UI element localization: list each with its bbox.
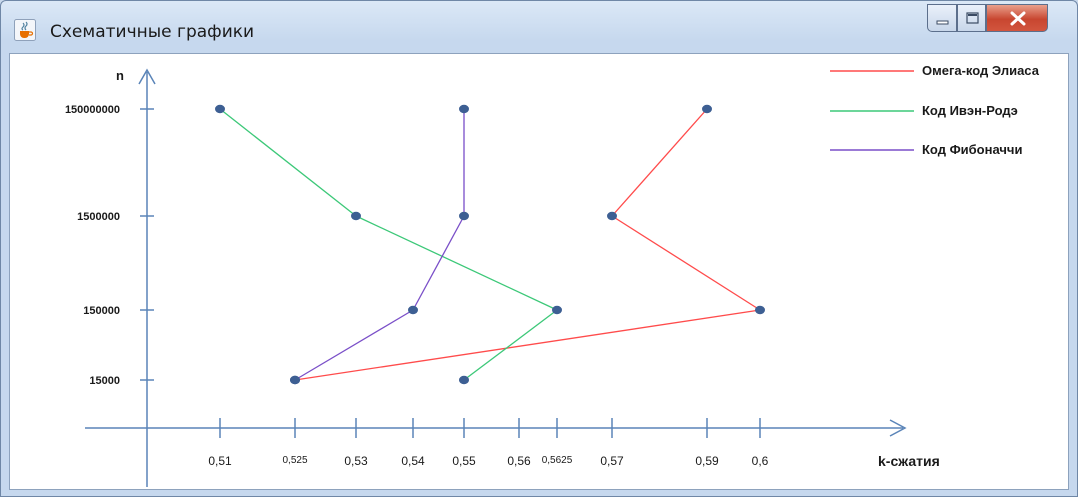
data-point	[459, 211, 469, 221]
x-tick-label: 0,51	[208, 454, 232, 468]
x-tick-label: 0,54	[401, 454, 425, 468]
data-point	[607, 211, 617, 221]
series-segment	[355, 215, 558, 311]
data-point	[215, 104, 225, 114]
series-segment	[611, 215, 761, 311]
data-point	[351, 211, 361, 221]
minimize-button[interactable]	[927, 4, 957, 32]
data-point	[290, 375, 300, 385]
series-segment	[294, 309, 414, 381]
x-axis-arrow	[889, 419, 907, 437]
y-tick-label: 1500000	[77, 211, 120, 223]
series-segment	[219, 108, 357, 217]
chart-canvas: 0,51 0,525 0,53 0,54 0,55 0,56 0,5625 0,57 0,59 0…	[65, 63, 1040, 487]
title-bar[interactable]: Схематичные графики	[1, 1, 1077, 53]
series-segment	[412, 215, 465, 311]
x-tick-label: 0,6	[752, 454, 769, 468]
x-tick-label: 0,5625	[542, 455, 573, 466]
x-tick-label: 0,525	[282, 455, 307, 466]
series-segment	[294, 309, 761, 381]
y-tick-label: 15000	[89, 375, 120, 387]
chart-panel: 0,51 0,525 0,53 0,54 0,55 0,56 0,5625 0,57 0,59 0…	[9, 53, 1069, 490]
series-lines	[219, 108, 761, 381]
legend-label: Код Ивэн-Родэ	[922, 103, 1018, 118]
series-segment	[463, 309, 558, 381]
window-title: Схематичные графики	[50, 22, 255, 42]
close-icon	[1010, 11, 1026, 26]
java-cup-icon	[14, 19, 36, 41]
x-axis-label: k-сжатия	[878, 453, 940, 469]
maximize-icon	[966, 12, 979, 24]
maximize-button[interactable]	[957, 4, 986, 32]
data-point	[702, 104, 712, 114]
series-segment	[611, 108, 708, 217]
y-axis-label: n	[116, 68, 124, 83]
legend: Омега-код Элиаса Код Ивэн-Родэ Код Фибонач…	[830, 63, 1040, 157]
axes	[85, 68, 907, 487]
y-axis-arrow	[138, 68, 156, 85]
data-point	[552, 305, 562, 315]
close-button[interactable]	[986, 4, 1048, 32]
ticks: 0,51 0,525 0,53 0,54 0,55 0,56 0,5625 0,57 0,59 0…	[65, 104, 769, 468]
x-tick-label: 0,59	[695, 454, 719, 468]
legend-label: Омега-код Элиаса	[922, 63, 1040, 78]
x-tick-label: 0,55	[452, 454, 476, 468]
y-tick-label: 150000	[83, 305, 120, 317]
x-tick-label: 0,56	[507, 454, 531, 468]
x-tick-label: 0,53	[344, 454, 368, 468]
data-point	[408, 305, 418, 315]
data-point	[755, 305, 765, 315]
data-point	[459, 104, 469, 114]
legend-label: Код Фибоначчи	[922, 142, 1022, 157]
y-tick-label: 150000000	[65, 104, 120, 116]
data-point	[459, 375, 469, 385]
markers	[215, 104, 765, 385]
x-tick-label: 0,57	[600, 454, 624, 468]
minimize-icon	[936, 20, 949, 25]
